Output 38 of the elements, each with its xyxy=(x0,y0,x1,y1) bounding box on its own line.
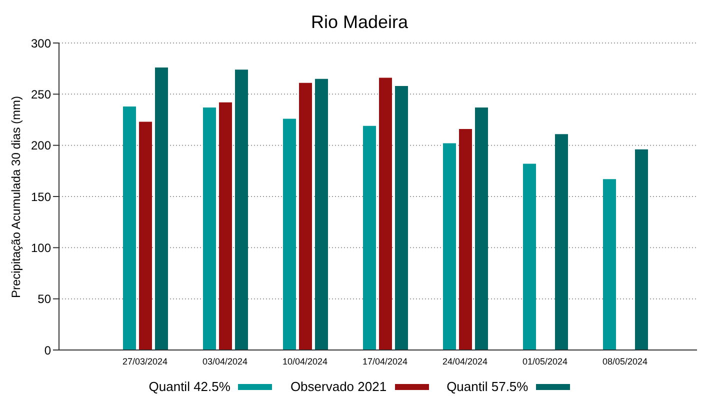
bar xyxy=(475,107,488,350)
bar xyxy=(635,149,648,350)
bar xyxy=(523,164,536,350)
bar xyxy=(203,107,216,350)
bar xyxy=(315,78,328,350)
bar xyxy=(299,82,312,350)
bar xyxy=(219,102,232,350)
x-tick-label: 03/04/2024 xyxy=(202,356,248,366)
y-tick-label: 100 xyxy=(30,240,52,255)
bar xyxy=(363,126,376,350)
bar xyxy=(379,78,392,350)
bar xyxy=(155,68,168,350)
bar xyxy=(123,106,136,350)
y-tick-label: 200 xyxy=(30,138,52,153)
y-tick-label: 150 xyxy=(30,190,52,204)
x-tick-label: 10/04/2024 xyxy=(282,356,328,366)
bar xyxy=(395,86,408,350)
x-tick-label: 08/05/2024 xyxy=(602,356,648,366)
bar xyxy=(459,128,472,350)
y-axis-title: Precipitação Acumulada 30 dias (mm) xyxy=(9,95,23,298)
y-tick-label: 300 xyxy=(30,36,52,50)
legend-label: Quantil 42.5% xyxy=(148,379,230,394)
bar xyxy=(603,179,616,350)
y-tick-label: 50 xyxy=(38,292,52,306)
bar xyxy=(139,122,152,350)
x-tick-label: 01/05/2024 xyxy=(522,356,568,366)
x-tick-label: 24/04/2024 xyxy=(442,356,488,366)
legend-label: Observado 2021 xyxy=(290,379,387,394)
y-tick-label: 250 xyxy=(30,87,52,102)
bar xyxy=(555,134,568,350)
bar xyxy=(443,143,456,350)
bar xyxy=(283,118,296,350)
bar xyxy=(235,70,248,350)
chart-title: Rio Madeira xyxy=(310,12,410,33)
legend-label: Quantil 57.5% xyxy=(446,379,528,394)
y-tick-label: 0 xyxy=(44,343,52,358)
x-tick-label: 17/04/2024 xyxy=(362,356,408,366)
x-tick-label: 27/03/2024 xyxy=(122,356,168,366)
